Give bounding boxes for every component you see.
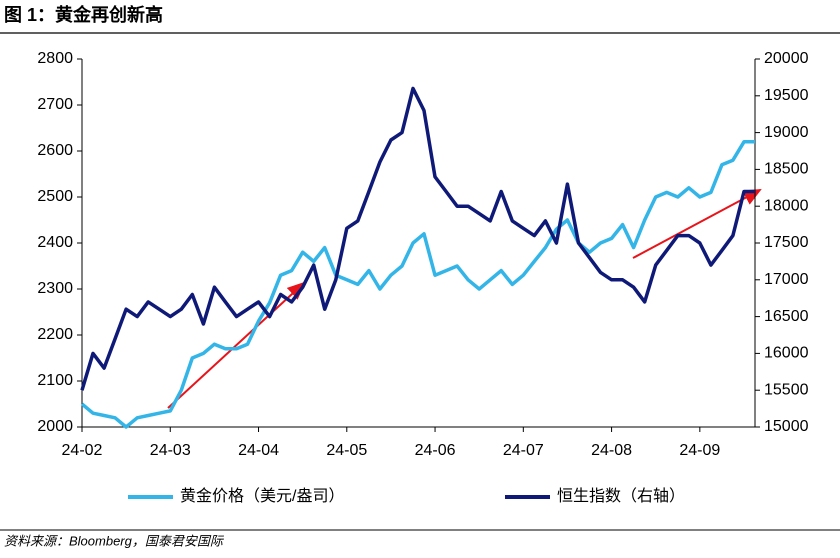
y-tick-label: 2400 bbox=[37, 234, 73, 251]
y-tick-label: 2200 bbox=[37, 326, 73, 343]
y-tick-label: 2600 bbox=[37, 142, 73, 159]
y2-tick-label: 17500 bbox=[764, 234, 809, 251]
y2-tick-label: 15000 bbox=[764, 418, 809, 435]
x-tick-label: 24-03 bbox=[150, 442, 191, 459]
x-tick-label: 24-08 bbox=[591, 442, 632, 459]
x-tick-label: 24-09 bbox=[679, 442, 720, 459]
y-tick-label: 2100 bbox=[37, 372, 73, 389]
y2-tick-label: 15500 bbox=[764, 381, 809, 398]
x-tick-label: 24-02 bbox=[62, 442, 103, 459]
y2-tick-label: 16500 bbox=[764, 308, 809, 325]
x-tick-label: 24-06 bbox=[415, 442, 456, 459]
source: 资料来源：Bloomberg，国泰君安国际 bbox=[4, 533, 225, 548]
x-tick-label: 24-05 bbox=[326, 442, 367, 459]
y2-tick-label: 18500 bbox=[764, 161, 809, 178]
y-tick-label: 2000 bbox=[37, 418, 73, 435]
y2-tick-label: 17000 bbox=[764, 271, 809, 288]
y2-tick-label: 18000 bbox=[764, 197, 809, 214]
y2-tick-label: 20000 bbox=[764, 50, 809, 67]
y-tick-label: 2300 bbox=[37, 280, 73, 297]
x-tick-label: 24-07 bbox=[503, 442, 544, 459]
y-tick-label: 2800 bbox=[37, 50, 73, 67]
x-tick-label: 24-04 bbox=[238, 442, 279, 459]
legend-label: 恒生指数（右轴） bbox=[557, 487, 685, 505]
y-tick-label: 2500 bbox=[37, 188, 73, 205]
y-tick-label: 2700 bbox=[37, 96, 73, 113]
series-line bbox=[80, 140, 755, 429]
y2-tick-label: 16000 bbox=[764, 345, 809, 362]
chart-title: 图 1：黄金再创新高 bbox=[4, 4, 163, 25]
y2-tick-label: 19500 bbox=[764, 87, 809, 104]
legend-label: 黄金价格（美元/盎司） bbox=[180, 487, 344, 505]
trend-arrow bbox=[632, 189, 762, 259]
series-line bbox=[80, 86, 755, 391]
trend-arrow bbox=[167, 281, 306, 409]
y2-tick-label: 19000 bbox=[764, 124, 809, 141]
